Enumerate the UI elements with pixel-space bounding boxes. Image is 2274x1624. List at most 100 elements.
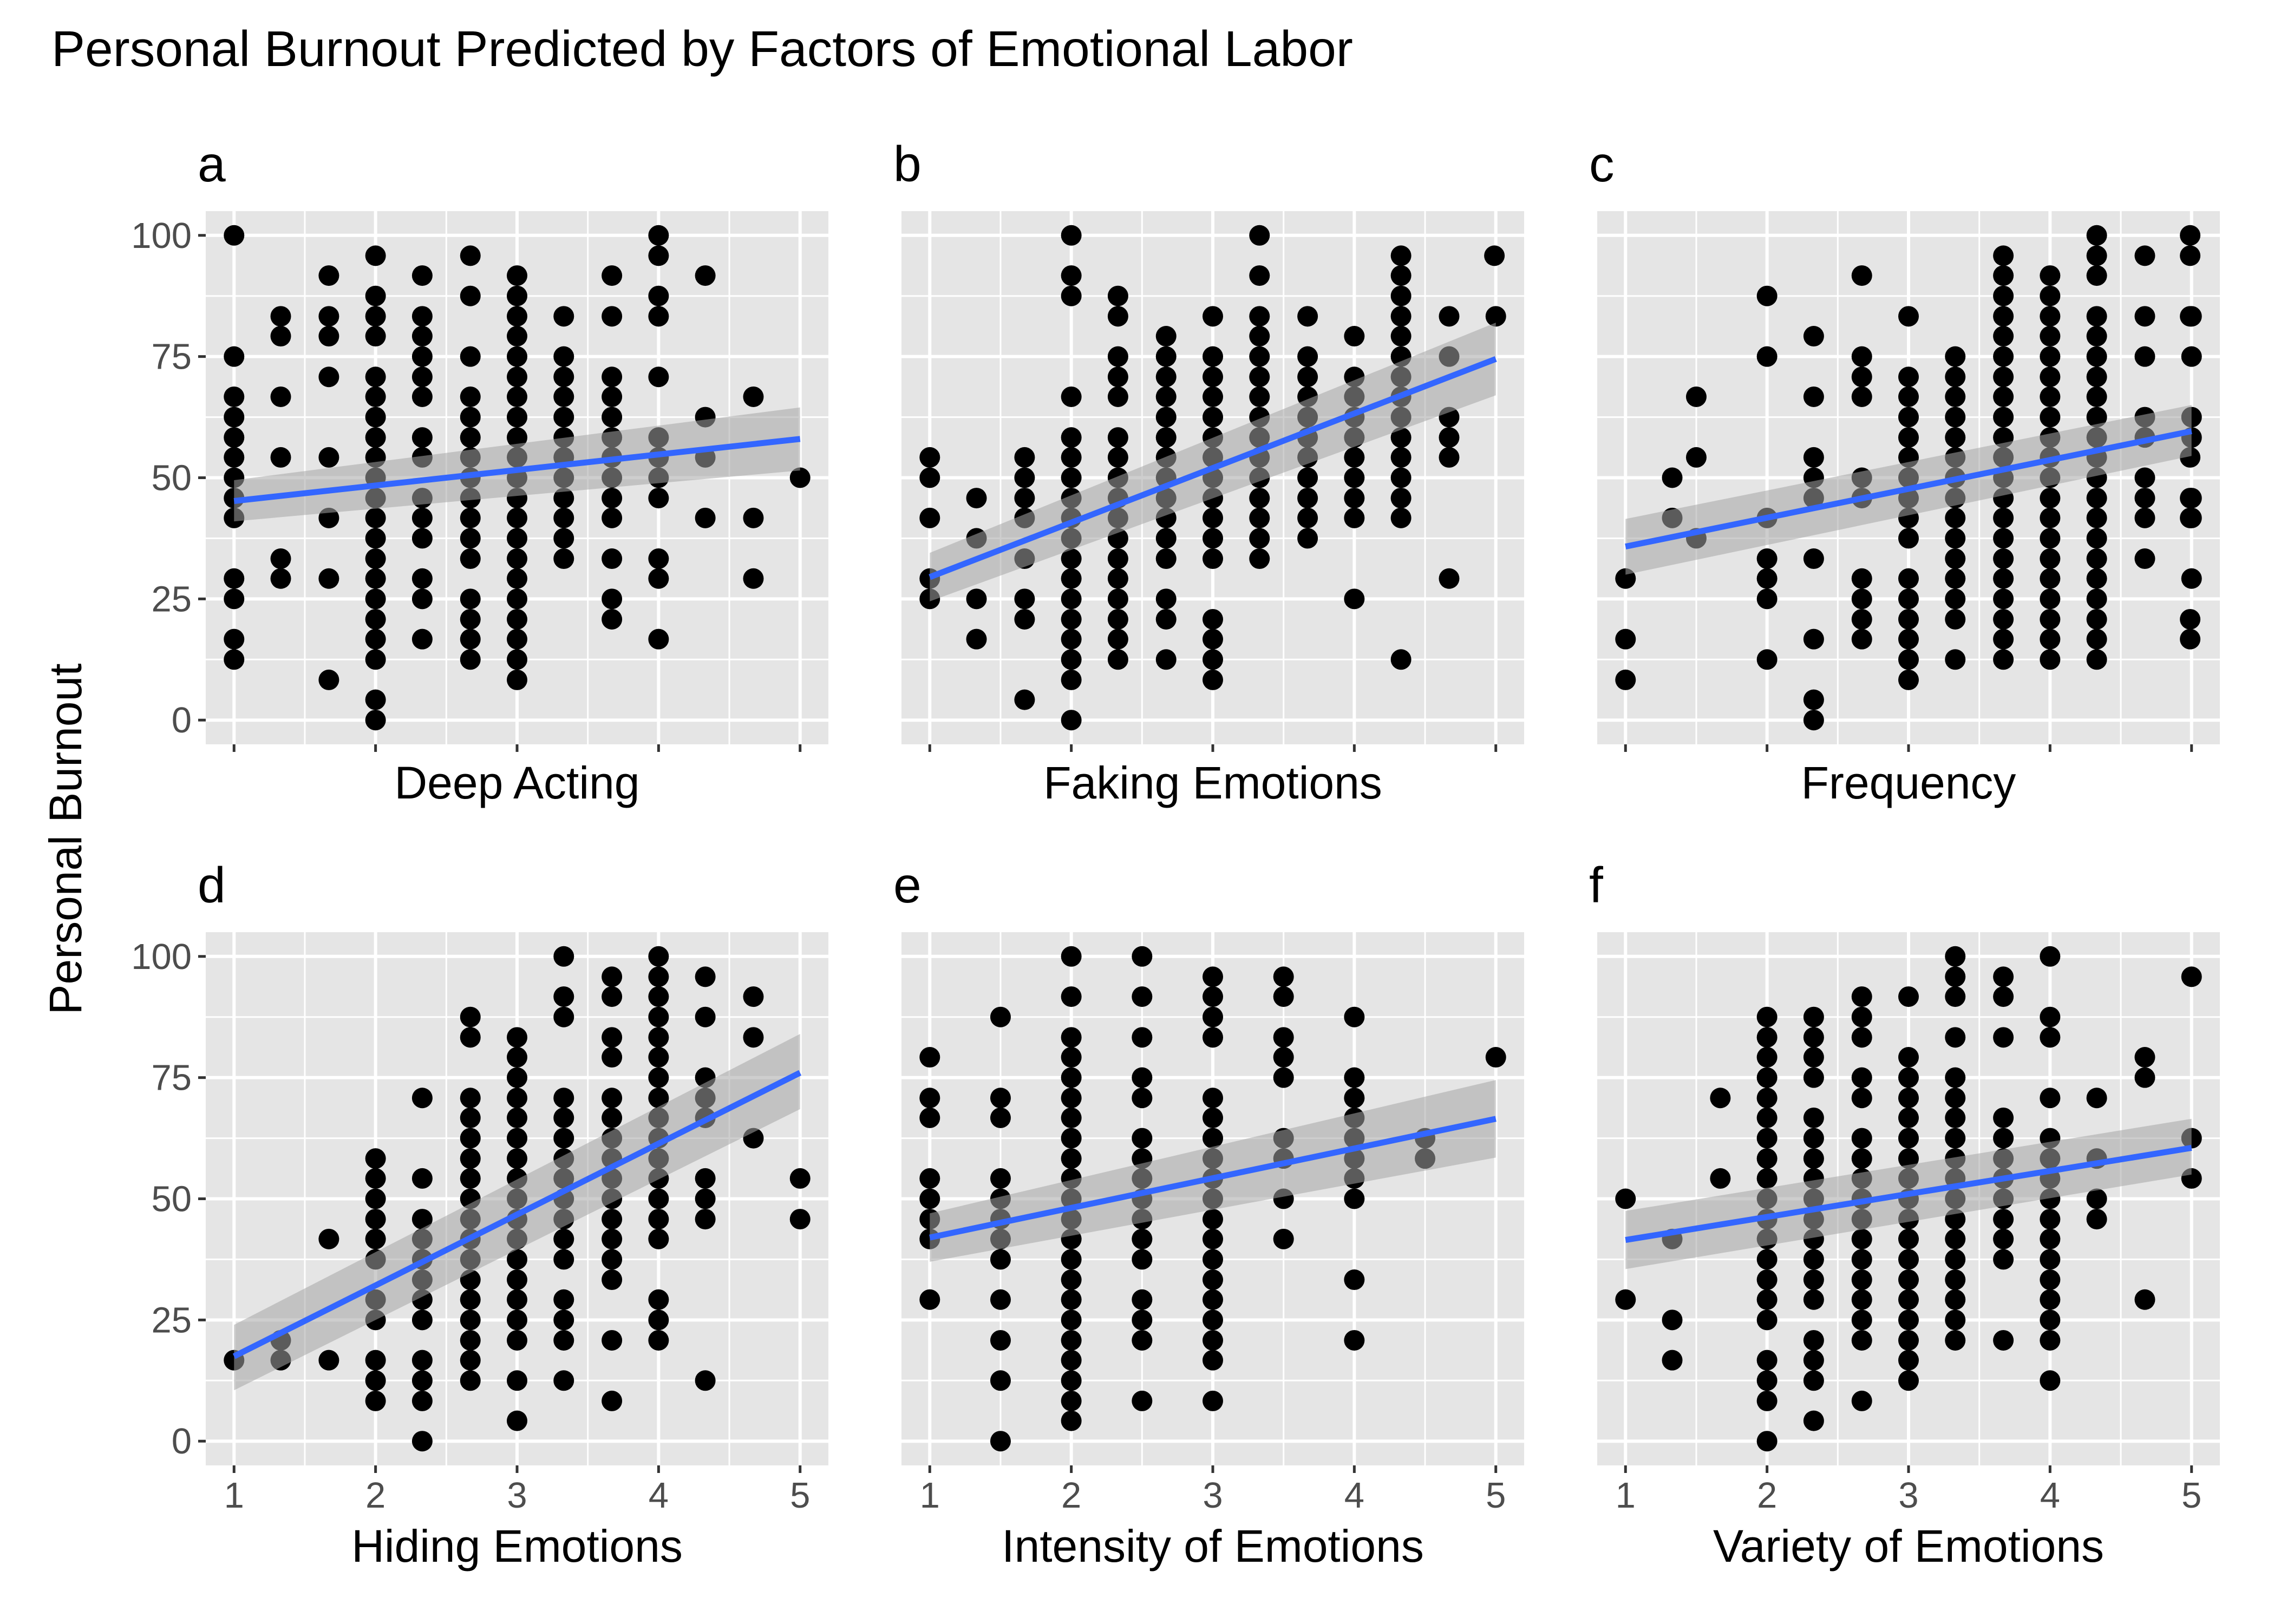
data-point — [1945, 1088, 1966, 1109]
data-point — [1344, 1188, 1365, 1209]
data-point — [1851, 1249, 1872, 1270]
data-point — [1061, 1088, 1082, 1109]
data-point — [318, 669, 339, 690]
data-point — [2040, 488, 2061, 509]
data-point — [1898, 669, 1919, 690]
data-point — [1803, 1027, 1824, 1048]
data-point — [1249, 346, 1270, 367]
data-point — [2086, 407, 2107, 428]
data-point — [411, 628, 433, 650]
data-point — [2181, 966, 2202, 987]
data-point — [1061, 1148, 1082, 1169]
data-point — [1756, 1128, 1778, 1149]
data-point — [1249, 386, 1270, 407]
data-point — [507, 1088, 527, 1109]
data-point — [1390, 245, 1412, 266]
data-point — [1344, 1330, 1365, 1351]
data-point — [411, 306, 433, 327]
data-point — [2134, 306, 2155, 327]
data-point — [1203, 1330, 1223, 1351]
data-point — [1945, 427, 1966, 448]
data-point — [1945, 346, 1966, 367]
data-point — [1344, 1269, 1365, 1291]
data-point — [1061, 1309, 1082, 1331]
data-point — [1898, 588, 1919, 610]
data-point — [460, 386, 481, 407]
data-point — [1615, 669, 1636, 690]
data-point — [1344, 447, 1365, 468]
data-point — [1155, 366, 1177, 388]
data-point — [553, 548, 574, 569]
data-point — [411, 1370, 433, 1391]
data-point — [990, 1168, 1011, 1189]
data-point — [648, 568, 669, 589]
data-point — [1945, 649, 1966, 670]
regression-line — [929, 356, 1497, 580]
data-point — [1155, 326, 1177, 347]
data-point — [1851, 1148, 1872, 1169]
data-point — [648, 488, 669, 509]
data-point — [1851, 1128, 1872, 1149]
data-point — [411, 588, 433, 610]
data-point — [553, 528, 574, 549]
data-point — [1993, 608, 2014, 630]
data-point — [1898, 1047, 1919, 1068]
data-point — [1132, 1228, 1153, 1249]
data-point — [1945, 548, 1966, 569]
data-point — [648, 245, 669, 266]
data-point — [1249, 326, 1270, 347]
chart-title: Personal Burnout Predicted by Factors of… — [51, 21, 1353, 77]
data-point — [1390, 488, 1412, 509]
x-axis-title: Frequency — [1801, 757, 2016, 808]
data-point — [2040, 548, 2061, 569]
data-point — [507, 386, 527, 407]
data-point — [1945, 1269, 1966, 1291]
x-axis-title: Hiding Emotions — [351, 1521, 683, 1571]
data-point — [990, 1249, 1011, 1270]
data-point — [1203, 1006, 1223, 1027]
data-point — [966, 488, 987, 509]
y-tick-label: 50 — [151, 458, 192, 499]
data-point — [1390, 507, 1412, 528]
data-point — [1249, 488, 1270, 509]
facet-panel-b: b Faking Emotions — [893, 136, 1524, 808]
data-point — [411, 568, 433, 589]
y-tick-label: 75 — [151, 337, 192, 377]
data-point — [365, 628, 386, 650]
data-point — [365, 1168, 386, 1189]
data-point — [1061, 1269, 1082, 1291]
data-point — [1061, 1410, 1082, 1431]
data-point — [1898, 528, 1919, 549]
data-point — [365, 1350, 386, 1371]
regression-line — [233, 436, 801, 504]
data-point — [1851, 1006, 1872, 1027]
data-point — [602, 1390, 623, 1411]
data-point — [2040, 1006, 2061, 1027]
y-tick-label: 75 — [151, 1058, 192, 1098]
data-point — [1061, 386, 1082, 407]
data-point — [460, 1309, 481, 1331]
data-point — [1061, 1370, 1082, 1391]
data-point — [270, 568, 291, 589]
data-point — [411, 1088, 433, 1109]
data-point — [990, 1289, 1011, 1310]
data-point — [1203, 306, 1223, 327]
data-point — [1155, 588, 1177, 610]
data-point — [648, 1006, 669, 1027]
data-point — [1803, 447, 1824, 468]
data-point — [270, 326, 291, 347]
data-point — [1061, 1390, 1082, 1411]
data-point — [1107, 649, 1128, 670]
data-point — [365, 649, 386, 670]
data-point — [1756, 568, 1778, 589]
data-point — [365, 568, 386, 589]
data-point — [1898, 1269, 1919, 1291]
data-point — [1132, 946, 1153, 967]
data-point — [1756, 1390, 1778, 1411]
data-point — [1945, 407, 1966, 428]
data-point — [1203, 608, 1223, 630]
data-point — [224, 447, 245, 468]
panel-tag: d — [198, 857, 226, 913]
data-point — [224, 386, 245, 407]
data-point — [460, 1107, 481, 1128]
